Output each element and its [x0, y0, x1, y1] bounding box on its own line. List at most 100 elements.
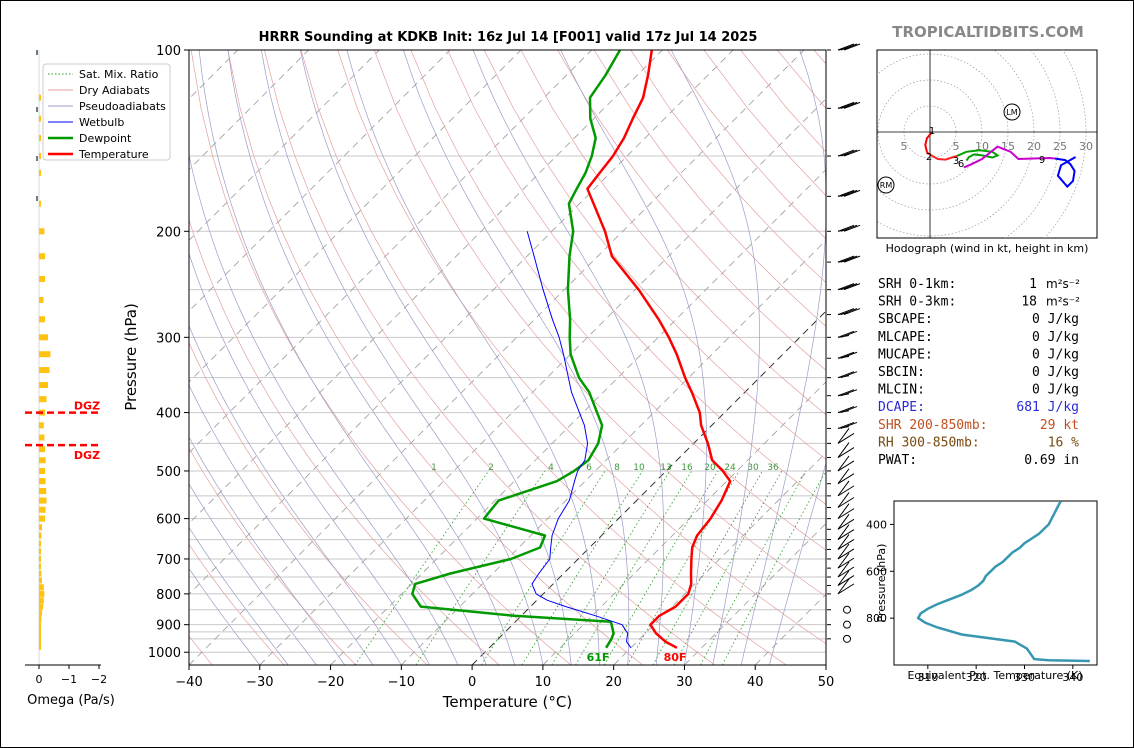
isotherm: [684, 522, 826, 665]
isotherm: [259, 98, 826, 665]
y-axis-label: Pressure (hPa): [122, 303, 140, 411]
omega-tick-label: −2: [91, 673, 107, 686]
omega-bar: [39, 603, 44, 610]
barb-staff: [837, 442, 850, 458]
index-label: MUCAPE:: [878, 347, 933, 362]
wind-barb: [837, 149, 861, 157]
wind-barb: [843, 620, 851, 629]
dry-adiabat: [593, 50, 826, 327]
mixing-ratio-line: [480, 470, 606, 665]
omega-bar: [39, 488, 47, 495]
omega-bar: [39, 497, 47, 504]
index-value: 0 J/kg: [1032, 365, 1079, 380]
barb-flag: [840, 224, 858, 232]
index-value: 0 J/kg: [1032, 330, 1079, 345]
barb-staff: [837, 468, 850, 485]
isotherm: [189, 50, 380, 241]
index-label: SBCIN:: [878, 365, 925, 380]
index-label: SBCAPE:: [878, 312, 933, 327]
dry-adiabat: [189, 543, 285, 665]
omega-bar: [39, 253, 45, 260]
y-tick-label: 700: [156, 553, 181, 568]
x-tick-label: −40: [175, 675, 202, 690]
index-unit: m²s⁻²: [1046, 277, 1080, 291]
index-value: 0 J/kg: [1032, 312, 1079, 327]
barb-flag: [840, 389, 858, 397]
lm-marker-circle: [1003, 103, 1021, 121]
hodo-height-label: 1: [929, 126, 935, 137]
y-tick-label: 600: [156, 513, 181, 528]
barb-flag: [843, 101, 861, 109]
mixing-ratio-label: 6: [586, 463, 592, 473]
mixing-ratio-label: 24: [724, 463, 736, 473]
index-unit: m²s⁻²: [1046, 295, 1080, 309]
hodo-ring-label: 5: [953, 140, 960, 153]
wind-barb: [837, 524, 855, 540]
dgz-label: DGZ: [74, 400, 100, 413]
barb-flag: [837, 149, 855, 157]
barb-staff: [837, 570, 850, 586]
thetae-x-tick-label: 330: [1014, 671, 1035, 684]
wind-barb: [837, 534, 855, 550]
barb-flag: [843, 308, 861, 316]
profile-temperature: [586, 50, 732, 649]
hodograph-frame: [876, 49, 1098, 239]
lm-marker: LM: [1006, 108, 1017, 117]
mixing-ratio-label: 13: [660, 463, 671, 473]
omega-bar: [39, 153, 41, 160]
isotherm: [471, 310, 826, 665]
omega-bar: [39, 643, 41, 650]
omega-tick-label: 0: [36, 673, 43, 686]
omega-bar: [39, 396, 47, 403]
rm-marker: RM: [880, 181, 893, 190]
wind-barb: [837, 389, 858, 397]
barb-flag: [840, 283, 858, 291]
barb-flag: [840, 43, 858, 51]
hodo-height-label: 9: [1039, 155, 1045, 166]
wind-barb: [837, 561, 855, 578]
calm-circle: [843, 620, 851, 629]
dgz-label: DGZ: [74, 449, 100, 462]
barb-flag: [837, 473, 855, 485]
chart-title: HRRR Sounding at KDKB Init: 16z Jul 14 […: [259, 30, 758, 45]
barb-staff: [837, 534, 850, 550]
wind-barb: [837, 578, 855, 595]
omega-bar: [39, 367, 50, 374]
mixing-ratio-label: 1: [431, 463, 437, 473]
thetae-x-tick-label: 340: [1062, 671, 1083, 684]
omega-bar: [39, 633, 41, 640]
wind-barb: [837, 514, 855, 530]
index-label: MLCIN:: [878, 383, 925, 398]
mixing-ratio-line: [603, 470, 719, 665]
barb-flag: [837, 101, 855, 109]
dry-adiabat: [483, 50, 826, 460]
index-label: SRH 0-3km:: [878, 295, 956, 310]
pseudoadiabat: [227, 50, 515, 665]
x-tick-label: 40: [747, 675, 764, 690]
dry-adiabat: [520, 50, 826, 416]
barb-staff: [837, 514, 850, 530]
dry-adiabat: [227, 50, 644, 665]
index-value: 0 J/kg: [1032, 347, 1079, 362]
barb-staff: [837, 543, 850, 560]
isotherm: [613, 452, 826, 665]
omega-bar: [39, 457, 46, 464]
barb-flag: [843, 224, 861, 232]
barb-flag: [837, 421, 855, 429]
omega-bar: [39, 200, 41, 207]
barb-flag: [840, 330, 858, 338]
isotherm: [189, 50, 734, 595]
profile-wetbulb: [526, 231, 632, 649]
dry-adiabat: [373, 50, 826, 598]
thetae-x-label: Equivalent Pot. Temperature (K): [907, 669, 1082, 682]
omega-bar: [39, 563, 41, 570]
hodo-ring-label: 20: [1027, 140, 1041, 153]
barb-flag: [837, 529, 855, 540]
pseudoadiabat: [670, 50, 760, 665]
omega-bar: [39, 446, 45, 453]
index-label: SHR 200-850mb:: [878, 418, 988, 433]
barb-flag: [843, 149, 861, 157]
skewt-plot-area: [189, 50, 826, 665]
rm-marker-circle: [877, 176, 895, 194]
